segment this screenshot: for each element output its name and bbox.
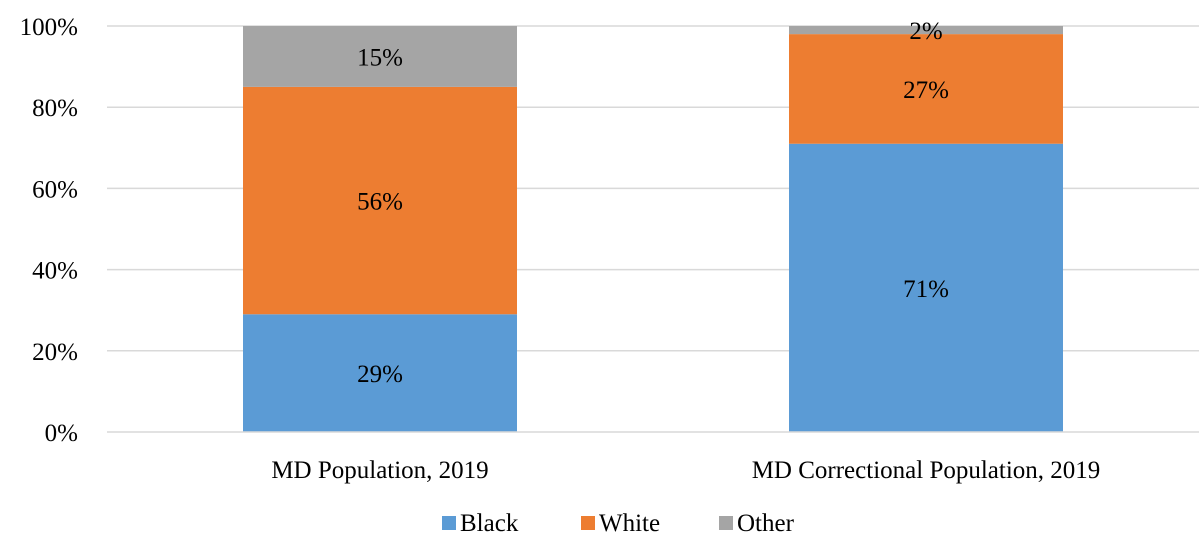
data-labels: 29% 56% 15% 71% 27% 2% <box>357 18 949 388</box>
y-tick-label: 40% <box>32 258 78 285</box>
y-tick-label: 0% <box>45 420 78 447</box>
legend-swatch <box>442 516 456 530</box>
y-tick-label: 60% <box>32 176 78 203</box>
bars <box>243 26 1063 433</box>
y-axis-ticks: 0% 20% 40% 60% 80% 100% <box>20 14 78 447</box>
y-tick-label: 20% <box>32 339 78 366</box>
legend-swatch <box>719 516 733 530</box>
data-label: 71% <box>903 276 949 303</box>
legend-swatch <box>581 516 595 530</box>
x-category-label: MD Population, 2019 <box>271 457 488 484</box>
data-label: 27% <box>903 77 949 104</box>
x-category-label: MD Correctional Population, 2019 <box>752 457 1101 484</box>
y-tick-label: 80% <box>32 95 78 122</box>
bar-segment <box>789 34 1063 144</box>
bar-segment <box>243 86 517 315</box>
bar-segment <box>789 143 1063 433</box>
data-label: 2% <box>909 18 942 45</box>
data-label: 15% <box>357 44 403 71</box>
data-label: 29% <box>357 361 403 388</box>
legend: Black White Other <box>442 510 795 537</box>
legend-label: White <box>599 510 660 537</box>
legend-label: Black <box>460 510 519 537</box>
legend-label: Other <box>737 510 795 537</box>
bar-segment <box>789 26 1063 35</box>
bar-segment <box>243 26 517 87</box>
y-tick-label: 100% <box>20 14 78 41</box>
x-axis: MD Population, 2019 MD Correctional Popul… <box>107 431 1199 484</box>
data-label: 56% <box>357 189 403 216</box>
bar-segment <box>243 314 517 432</box>
